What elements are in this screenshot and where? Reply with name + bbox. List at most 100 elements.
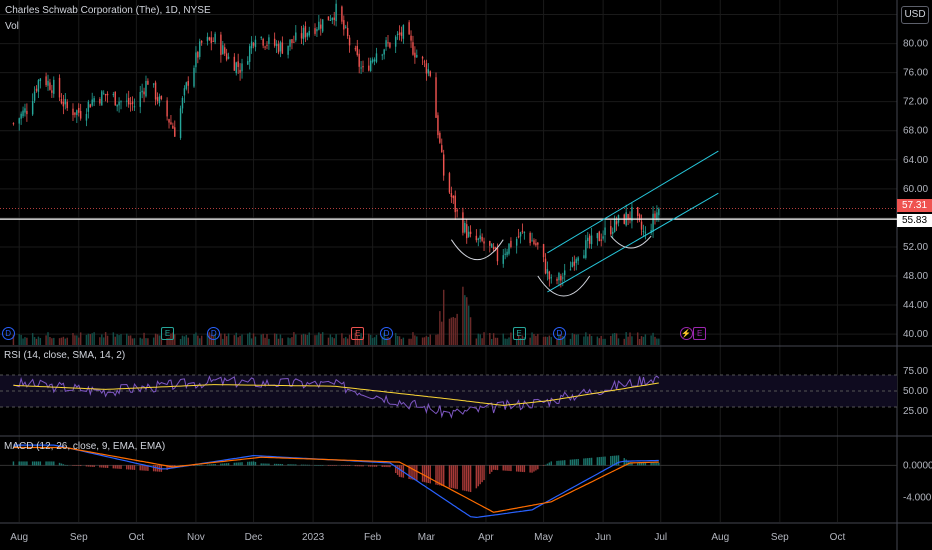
macd-histogram-bar xyxy=(600,456,602,466)
event-marker-dividend[interactable]: D xyxy=(1,327,15,340)
price-tick-label: 40.00 xyxy=(903,329,928,340)
volume-bar xyxy=(131,338,134,345)
volume-bar xyxy=(239,335,241,345)
candle-body xyxy=(210,37,213,43)
candle-body xyxy=(427,69,430,74)
macd-histogram-bar xyxy=(504,465,506,471)
macd-histogram-bar xyxy=(615,455,618,466)
macd-histogram-bar xyxy=(329,465,332,466)
volume-bar xyxy=(254,336,257,345)
volume-bar xyxy=(550,336,552,345)
volume-bar xyxy=(629,332,631,345)
chart-title: Charles Schwab Corporation (The), 1D, NY… xyxy=(5,5,211,16)
macd-histogram-bar xyxy=(462,465,464,491)
volume-bar xyxy=(475,338,478,345)
volume-bar xyxy=(598,338,601,345)
volume-bar xyxy=(300,334,303,345)
macd-histogram-bar xyxy=(571,459,574,466)
volume-bar xyxy=(531,332,533,345)
volume-bar xyxy=(346,338,349,345)
volume-bar xyxy=(537,333,539,345)
macd-histogram-bar xyxy=(331,465,334,466)
time-tick-label: Aug xyxy=(10,532,28,543)
event-marker-dividend[interactable]: D xyxy=(552,327,566,340)
candle-body xyxy=(358,53,360,67)
volume-bar xyxy=(496,337,499,345)
macd-histogram-bar xyxy=(197,465,199,466)
volume-bar xyxy=(583,336,585,345)
candle-body xyxy=(26,110,28,115)
candle-body xyxy=(400,32,403,36)
event-marker-earnings[interactable]: E xyxy=(693,327,707,340)
macd-histogram-bar xyxy=(166,465,168,470)
macd-histogram-bar xyxy=(602,456,604,466)
candle-body xyxy=(563,270,566,276)
event-marker-earnings[interactable]: E xyxy=(351,327,365,340)
volume-bar xyxy=(329,334,332,345)
candle-body xyxy=(519,232,522,237)
macd-histogram-bar xyxy=(483,465,485,481)
candle-body xyxy=(58,77,61,98)
macd-histogram-bar xyxy=(235,462,237,466)
candle-body xyxy=(629,217,631,219)
macd-histogram-bar xyxy=(264,463,266,466)
volume-bar xyxy=(235,332,237,345)
candle-body xyxy=(410,35,412,41)
macd-histogram-bar xyxy=(224,463,226,466)
volume-bar xyxy=(331,337,334,345)
candle-body xyxy=(237,61,239,67)
macd-histogram-bar xyxy=(287,464,289,466)
time-tick-label: Apr xyxy=(478,532,494,543)
candle-body xyxy=(158,96,161,104)
volume-bar xyxy=(358,338,360,345)
volume-bar xyxy=(53,337,55,345)
macd-histogram-bar xyxy=(103,465,105,468)
volume-bar xyxy=(573,334,576,345)
candle-body xyxy=(106,93,109,96)
event-marker-earnings[interactable]: E xyxy=(512,327,526,340)
macd-histogram-bar xyxy=(362,465,364,467)
candle-body xyxy=(452,195,455,199)
candle-body xyxy=(375,53,378,62)
candle-body xyxy=(129,103,132,105)
candle-body xyxy=(304,26,307,38)
candle-body xyxy=(515,239,518,246)
candle-body xyxy=(585,240,587,258)
candle-body xyxy=(18,118,20,124)
volume-bar xyxy=(483,332,485,345)
volume-bar xyxy=(31,333,34,345)
macd-histogram-bar xyxy=(452,465,455,489)
volume-bar xyxy=(195,332,197,345)
event-marker-earnings[interactable]: ⚡ xyxy=(679,327,693,340)
candle-body xyxy=(147,80,149,85)
macd-histogram-bar xyxy=(200,464,203,466)
macd-histogram-bar xyxy=(53,461,55,466)
volume-bar xyxy=(126,333,128,345)
macd-histogram-bar xyxy=(535,465,537,471)
volume-bar xyxy=(316,335,318,345)
event-marker-dividend[interactable]: D xyxy=(207,327,221,340)
macd-histogram-bar xyxy=(531,465,533,473)
volume-bar xyxy=(535,335,537,345)
candle-body xyxy=(506,251,508,256)
volume-bar xyxy=(604,338,606,345)
candle-body xyxy=(573,261,576,266)
macd-histogram-bar xyxy=(277,463,280,466)
volume-bar xyxy=(18,334,20,345)
macd-histogram-bar xyxy=(642,462,645,466)
macd-histogram-bar xyxy=(375,465,378,467)
currency-button[interactable]: USD xyxy=(901,6,929,24)
event-marker-dividend[interactable]: D xyxy=(380,327,394,340)
event-marker-earnings[interactable]: E xyxy=(161,327,175,340)
macd-histogram-bar xyxy=(45,461,47,466)
candle-body xyxy=(60,99,63,104)
candle-body xyxy=(273,38,276,46)
macd-histogram-bar xyxy=(644,462,647,466)
volume-bar xyxy=(291,337,293,345)
candle-body xyxy=(638,214,641,221)
macd-histogram-bar xyxy=(279,463,282,466)
volume-bar xyxy=(508,337,510,345)
volume-bar xyxy=(371,338,374,345)
candle-body xyxy=(652,213,654,232)
